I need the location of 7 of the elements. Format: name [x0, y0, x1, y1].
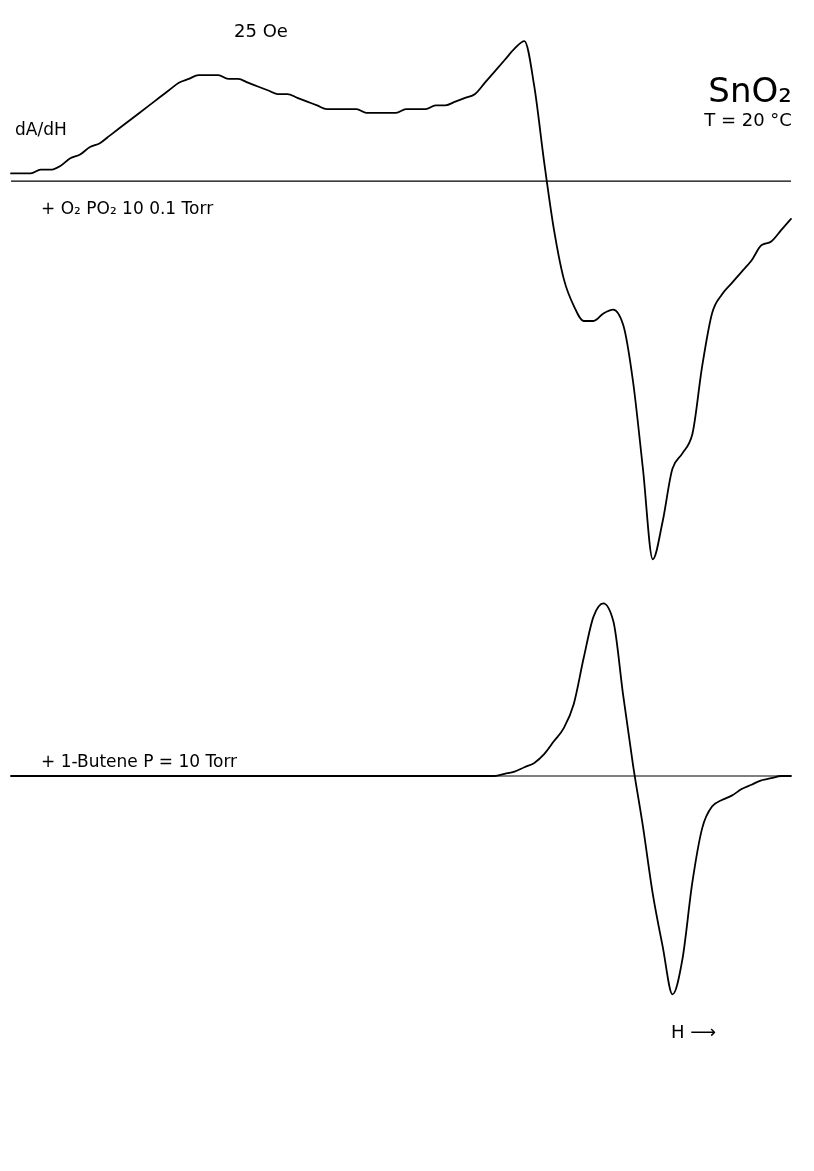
text: SnO₂ — [708, 70, 792, 110]
text: 25 Oe — [234, 20, 288, 41]
annotation: + 1-Butene P = 10 Torr — [41, 750, 238, 771]
annotation: + O₂ PO₂ 10 0.1 Torr — [41, 198, 214, 219]
x-axis-title: H ⟶ — [671, 1021, 717, 1042]
text: T = 20 °C — [703, 109, 792, 130]
y-axis-title: dA/dH — [15, 119, 67, 139]
